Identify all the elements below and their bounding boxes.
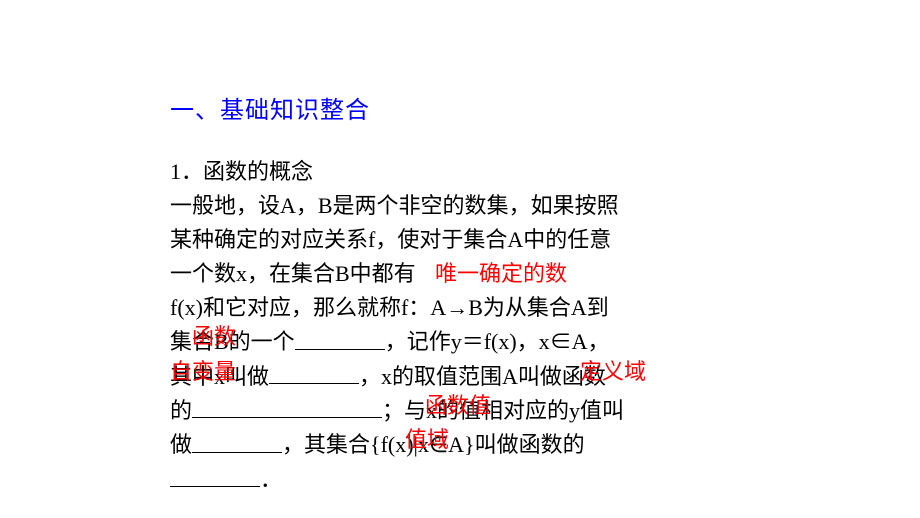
text-fragment: 的 (170, 398, 192, 423)
text-fragment: ；与x的值相对应的y值叫 (382, 398, 624, 423)
subtitle: 1．函数的概念 (170, 155, 790, 189)
text-fragment: ． (260, 467, 282, 492)
text-line: 集合B的一个，记作y＝f(x)，x∈A， 函数 (170, 325, 790, 359)
text-fragment: 一个数x，在集合B中都有 (170, 261, 416, 286)
answer-text: 定义域 (580, 355, 646, 389)
text-line: ． (170, 463, 790, 497)
text-line: 的；与x的值相对应的y值叫 函数值 (170, 394, 790, 428)
answer-text: 值域 (405, 423, 449, 457)
fill-blank (295, 325, 385, 349)
answer-text: 函数值 (425, 389, 491, 423)
text-fragment: 做 (170, 433, 192, 458)
text-line: f(x)和它对应，那么就称f：A→B为从集合A到 (170, 291, 790, 325)
body-text: 1．函数的概念 一般地，设A，B是两个非空的数集，如果按照 某种确定的对应关系f… (170, 155, 790, 497)
fill-blank (170, 463, 260, 487)
fill-blank (269, 360, 359, 384)
slide-content: 一、基础知识整合 1．函数的概念 一般地，设A，B是两个非空的数集，如果按照 某… (170, 90, 790, 497)
text-line: 一个数x，在集合B中都有 唯一确定的数 (170, 257, 790, 291)
text-line: 做，其集合{f(x)|x∈A}叫做函数的 值域 (170, 428, 790, 462)
fill-blank (192, 394, 382, 418)
text-line: 某种确定的对应关系f，使对于集合A中的任意 (170, 223, 790, 257)
text-fragment: ，记作y＝f(x)，x∈A， (385, 330, 610, 355)
text-line: 一般地，设A，B是两个非空的数集，如果按照 (170, 189, 790, 223)
fill-blank (192, 428, 282, 452)
text-fragment: ，x的取值范围A叫做函数 (359, 364, 606, 389)
answer-text: 函数 (192, 320, 236, 354)
answer-text: 自变量 (170, 355, 236, 389)
section-heading: 一、基础知识整合 (170, 90, 790, 125)
answer-text: 唯一确定的数 (435, 257, 567, 291)
